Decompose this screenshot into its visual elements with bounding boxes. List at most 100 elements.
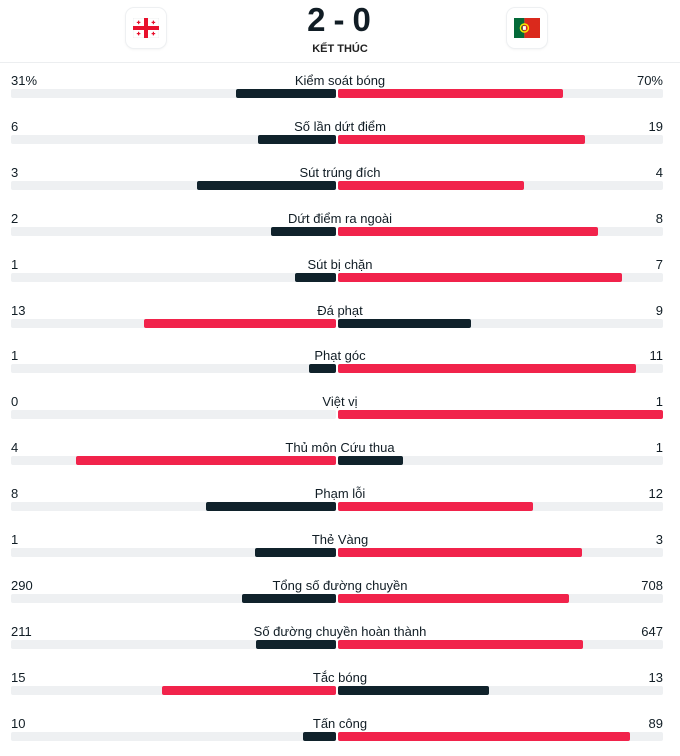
away-stat-track [338, 548, 663, 557]
stat-row: 13 Đá phạt 9 [0, 301, 680, 341]
away-stat-track [338, 89, 663, 98]
stat-label: Dứt điểm ra ngoài [287, 210, 393, 226]
away-stat-track [338, 272, 663, 282]
home-stat-track [11, 226, 336, 236]
stat-label: Đá phạt [317, 302, 363, 318]
home-stat-track [11, 731, 336, 741]
stat-row: 1 Phạt góc 11 [0, 346, 680, 386]
home-stat-bar [161, 685, 336, 695]
home-stat-track [11, 548, 336, 557]
home-stat-track [11, 456, 336, 466]
away-stat-bar [338, 410, 663, 420]
home-stat-bar [254, 548, 336, 557]
away-stat-track [338, 364, 663, 374]
away-stat-bar [338, 639, 584, 649]
home-stat-track [11, 593, 336, 603]
home-stat-track [11, 410, 336, 420]
stat-row: 1 Thẻ Vàng 3 [0, 530, 680, 570]
away-stat-track [338, 731, 663, 741]
away-stat-value: 13 [648, 669, 663, 685]
away-stat-track [338, 639, 663, 649]
stat-label: Phạt góc [314, 348, 366, 364]
home-stat-bar [308, 364, 336, 374]
away-stat-track [338, 318, 663, 328]
home-stat-value: 8 [11, 486, 19, 502]
home-stat-track [11, 639, 336, 649]
home-stat-track [11, 318, 336, 328]
home-stat-bar [236, 89, 336, 98]
away-stat-value: 12 [648, 486, 663, 502]
home-stat-track [11, 502, 336, 512]
away-stat-track [338, 502, 663, 512]
stat-row: 10 Tấn công 89 [0, 714, 680, 754]
match-score: 2-0 [0, 0, 680, 40]
home-stat-bar [256, 639, 336, 649]
away-stat-track [338, 456, 663, 466]
stat-row: 2 Dứt điểm ra ngoài 8 [0, 209, 680, 249]
stat-label: Tắc bóng [312, 669, 368, 685]
home-stat-value: 2 [11, 210, 19, 226]
home-stat-track [11, 134, 336, 144]
stat-row: 3 Sút trúng đích 4 [0, 163, 680, 203]
away-stat-value: 1 [655, 440, 663, 456]
away-stat-bar [338, 318, 471, 328]
away-team-flag[interactable] [507, 8, 547, 48]
stat-row: 8 Phạm lỗi 12 [0, 484, 680, 524]
home-stat-value: 3 [11, 164, 19, 180]
home-stat-bar [196, 180, 336, 190]
home-stat-value: 31% [11, 73, 38, 88]
match-header: 2-0 KẾT THÚC [0, 0, 680, 62]
home-stat-bar [76, 456, 336, 466]
home-stat-value: 290 [11, 577, 33, 593]
away-stat-bar [338, 502, 533, 512]
away-stat-value: 647 [641, 623, 663, 639]
score-separator: - [333, 1, 347, 38]
away-stat-value: 89 [648, 715, 663, 731]
home-stat-bar [271, 226, 336, 236]
home-stat-value: 1 [11, 348, 19, 364]
home-stat-track [11, 685, 336, 695]
stat-row: 211 Số đường chuyền hoàn thành 647 [0, 622, 680, 662]
stat-row: 6 Số lần dứt điểm 19 [0, 117, 680, 157]
stat-label: Sút trúng đích [299, 164, 381, 180]
stat-label: Tổng số đường chuyền [272, 577, 408, 593]
stat-row: 31% Kiểm soát bóng 70% [0, 71, 680, 111]
away-stat-value: 70% [636, 73, 663, 88]
away-stat-bar [338, 548, 582, 557]
away-stat-value: 7 [655, 256, 663, 272]
home-stat-track [11, 272, 336, 282]
away-stat-bar [338, 731, 631, 741]
home-team-flag[interactable] [126, 8, 166, 48]
away-stat-bar [338, 272, 623, 282]
home-stat-bar [241, 593, 336, 603]
home-stat-bar [303, 731, 336, 741]
away-score: 0 [352, 1, 373, 38]
home-stat-track [11, 364, 336, 374]
home-stat-bar [295, 272, 336, 282]
home-stat-value: 1 [11, 256, 19, 272]
header-divider [0, 62, 680, 63]
away-stat-bar [338, 180, 524, 190]
stat-row: 1 Sút bị chặn 7 [0, 255, 680, 295]
portugal-flag-icon [514, 18, 540, 38]
home-stat-track [11, 89, 336, 98]
away-stat-track [338, 226, 663, 236]
away-stat-bar [338, 134, 585, 144]
stat-label: Sút bị chặn [307, 256, 373, 272]
stat-row: 0 Việt vị 1 [0, 392, 680, 432]
home-stat-value: 10 [11, 715, 26, 731]
away-stat-bar [338, 456, 403, 466]
stat-label: Thẻ Vàng [311, 532, 369, 547]
away-stat-bar [338, 364, 636, 374]
home-stat-value: 211 [11, 623, 32, 639]
away-stat-track [338, 180, 663, 190]
stat-label: Số lần dứt điểm [294, 118, 386, 134]
away-stat-bar [338, 89, 564, 98]
home-score: 2 [307, 1, 328, 38]
away-stat-value: 3 [655, 532, 663, 547]
home-stat-value: 6 [11, 118, 19, 134]
home-stat-value: 4 [11, 440, 19, 456]
away-stat-track [338, 685, 663, 695]
home-stat-track [11, 180, 336, 190]
home-stat-value: 13 [11, 302, 26, 318]
